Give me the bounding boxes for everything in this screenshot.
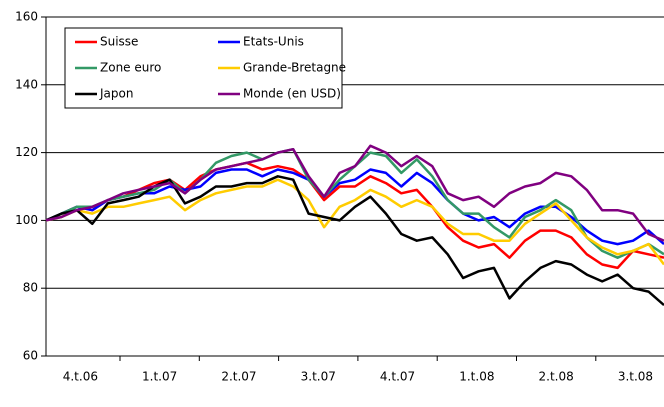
x-tick-label: 4.t.07 xyxy=(380,370,415,384)
legend-label: Grande-Bretagne xyxy=(243,61,346,75)
y-tick-label: 80 xyxy=(23,281,38,295)
y-tick-label: 100 xyxy=(15,213,38,227)
x-tick-label: 3.t.07 xyxy=(301,370,336,384)
legend-label: Japon xyxy=(99,87,133,101)
series-line xyxy=(45,175,664,307)
y-tick-label: 160 xyxy=(15,10,38,24)
x-tick-label: 2.t.07 xyxy=(221,370,256,384)
series-line xyxy=(45,144,664,242)
y-tick-label: 60 xyxy=(23,349,38,363)
legend-label: Zone euro xyxy=(100,61,161,75)
legend-label: Monde (en USD) xyxy=(243,87,341,101)
x-tick-label: 1.t.08 xyxy=(459,370,494,384)
x-tick-label: 2.t.08 xyxy=(539,370,574,384)
legend-box xyxy=(64,27,343,109)
x-tick-label: 1.t.07 xyxy=(142,370,177,384)
series-line xyxy=(45,161,664,270)
legend-label: Suisse xyxy=(100,35,138,49)
y-tick-label: 140 xyxy=(15,77,38,91)
y-tick-label: 120 xyxy=(15,145,38,159)
legend-label: Etats-Unis xyxy=(243,35,304,49)
x-tick-label: 4.t.06 xyxy=(63,370,98,384)
x-tick-label: 3.t.08 xyxy=(618,370,653,384)
series-line xyxy=(45,178,664,266)
